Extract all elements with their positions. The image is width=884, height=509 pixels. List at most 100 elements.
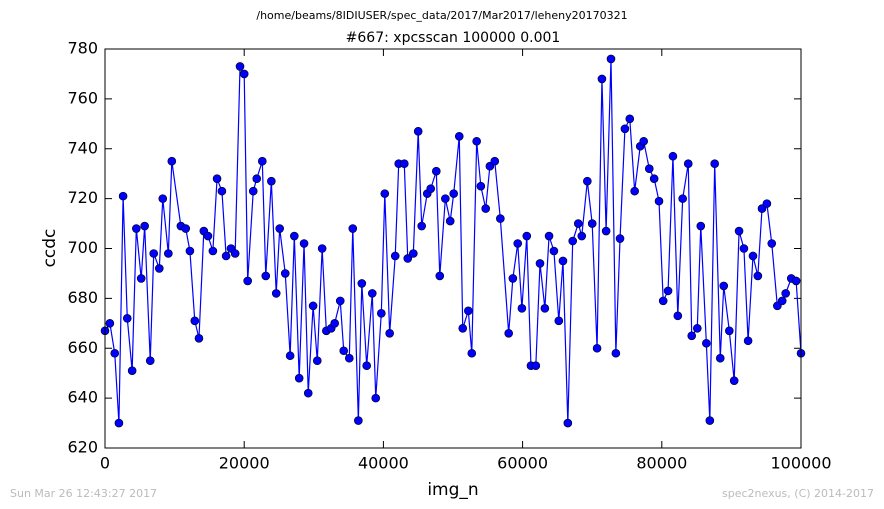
y-tick-label: 720 xyxy=(67,188,98,207)
data-point xyxy=(127,366,137,375)
data-point xyxy=(563,418,573,428)
x-tick-label: 60000 xyxy=(497,454,548,473)
data-point xyxy=(271,289,281,298)
x-tick-label: 0 xyxy=(100,454,110,473)
data-point xyxy=(294,373,304,383)
data-point xyxy=(705,416,715,425)
data-point xyxy=(158,194,168,203)
x-tick-label: 40000 xyxy=(358,454,409,473)
data-point xyxy=(715,353,725,363)
data-point xyxy=(390,251,400,261)
data-point xyxy=(136,274,146,283)
data-point xyxy=(630,186,639,196)
y-tick-label: 680 xyxy=(67,288,98,307)
data-point xyxy=(357,279,367,288)
data-point xyxy=(221,251,231,261)
data-point xyxy=(673,311,683,321)
data-point xyxy=(367,289,377,298)
x-tick-label: 80000 xyxy=(636,454,687,473)
data-point xyxy=(696,221,706,231)
data-point xyxy=(261,271,271,281)
data-point xyxy=(729,376,739,385)
data-point xyxy=(194,333,204,343)
data-point xyxy=(435,271,445,281)
data-point xyxy=(592,343,602,353)
y-tick-label: 640 xyxy=(67,388,98,407)
plot-frame xyxy=(104,48,802,449)
data-point xyxy=(339,346,349,356)
data-point xyxy=(380,189,390,198)
data-point xyxy=(644,164,654,173)
data-point xyxy=(449,189,458,198)
y-axis-label: ccdc xyxy=(40,229,60,268)
data-point xyxy=(522,231,532,241)
data-point xyxy=(235,62,245,71)
data-point xyxy=(577,231,587,241)
data-point xyxy=(531,361,541,371)
data-point xyxy=(114,418,124,428)
data-point xyxy=(549,246,559,256)
data-point xyxy=(687,331,697,341)
data-point xyxy=(348,224,358,233)
footer-left: Sun Mar 26 12:43:27 2017 xyxy=(10,487,157,500)
data-point xyxy=(597,74,607,84)
chart-title: #667: xpcsscan 100000 0.001 xyxy=(346,30,561,46)
data-point xyxy=(762,199,772,208)
data-point xyxy=(122,314,132,323)
data-point xyxy=(639,136,649,146)
data-point xyxy=(649,174,659,183)
data-point xyxy=(164,249,173,258)
data-point xyxy=(441,194,450,203)
data-point xyxy=(413,126,423,136)
data-point xyxy=(606,54,616,64)
data-point xyxy=(217,186,227,196)
data-point xyxy=(464,306,473,316)
data-point xyxy=(620,124,630,134)
data-point xyxy=(540,304,550,313)
data-point xyxy=(476,181,486,191)
data-point xyxy=(615,234,625,243)
data-point xyxy=(719,281,729,291)
data-point xyxy=(149,249,159,258)
data-point xyxy=(753,271,763,281)
data-point xyxy=(658,296,668,306)
data-point xyxy=(417,221,426,231)
data-point xyxy=(308,301,318,311)
data-point xyxy=(710,159,719,169)
x-tick-label: 100000 xyxy=(770,454,831,473)
data-point xyxy=(140,221,149,231)
data-point xyxy=(748,251,758,261)
data-point xyxy=(587,219,597,228)
data-point xyxy=(725,326,734,336)
data-point xyxy=(403,254,413,263)
data-point xyxy=(285,351,295,361)
data-point xyxy=(132,224,141,233)
data-point xyxy=(248,186,258,196)
data-point xyxy=(445,216,455,226)
data-point xyxy=(467,348,477,358)
data-point xyxy=(377,309,386,318)
data-point xyxy=(554,316,564,326)
data-point xyxy=(734,226,744,236)
data-point xyxy=(472,136,481,146)
data-point xyxy=(181,224,191,233)
data-point xyxy=(767,239,777,248)
data-point xyxy=(568,236,578,246)
data-point xyxy=(781,289,790,298)
data-point xyxy=(601,226,611,236)
data-point xyxy=(185,246,195,256)
data-point xyxy=(431,166,441,176)
y-tick-label: 760 xyxy=(67,88,98,107)
data-point xyxy=(212,174,222,183)
data-point xyxy=(791,276,801,286)
data-point xyxy=(544,231,554,241)
data-point xyxy=(490,156,500,166)
data-point xyxy=(280,269,290,278)
data-point xyxy=(663,286,673,296)
data-point xyxy=(317,244,327,253)
data-point xyxy=(267,176,276,186)
suptitle: /home/beams/8IDIUSER/spec_data/2017/Mar2… xyxy=(256,9,627,22)
data-point xyxy=(239,69,249,79)
